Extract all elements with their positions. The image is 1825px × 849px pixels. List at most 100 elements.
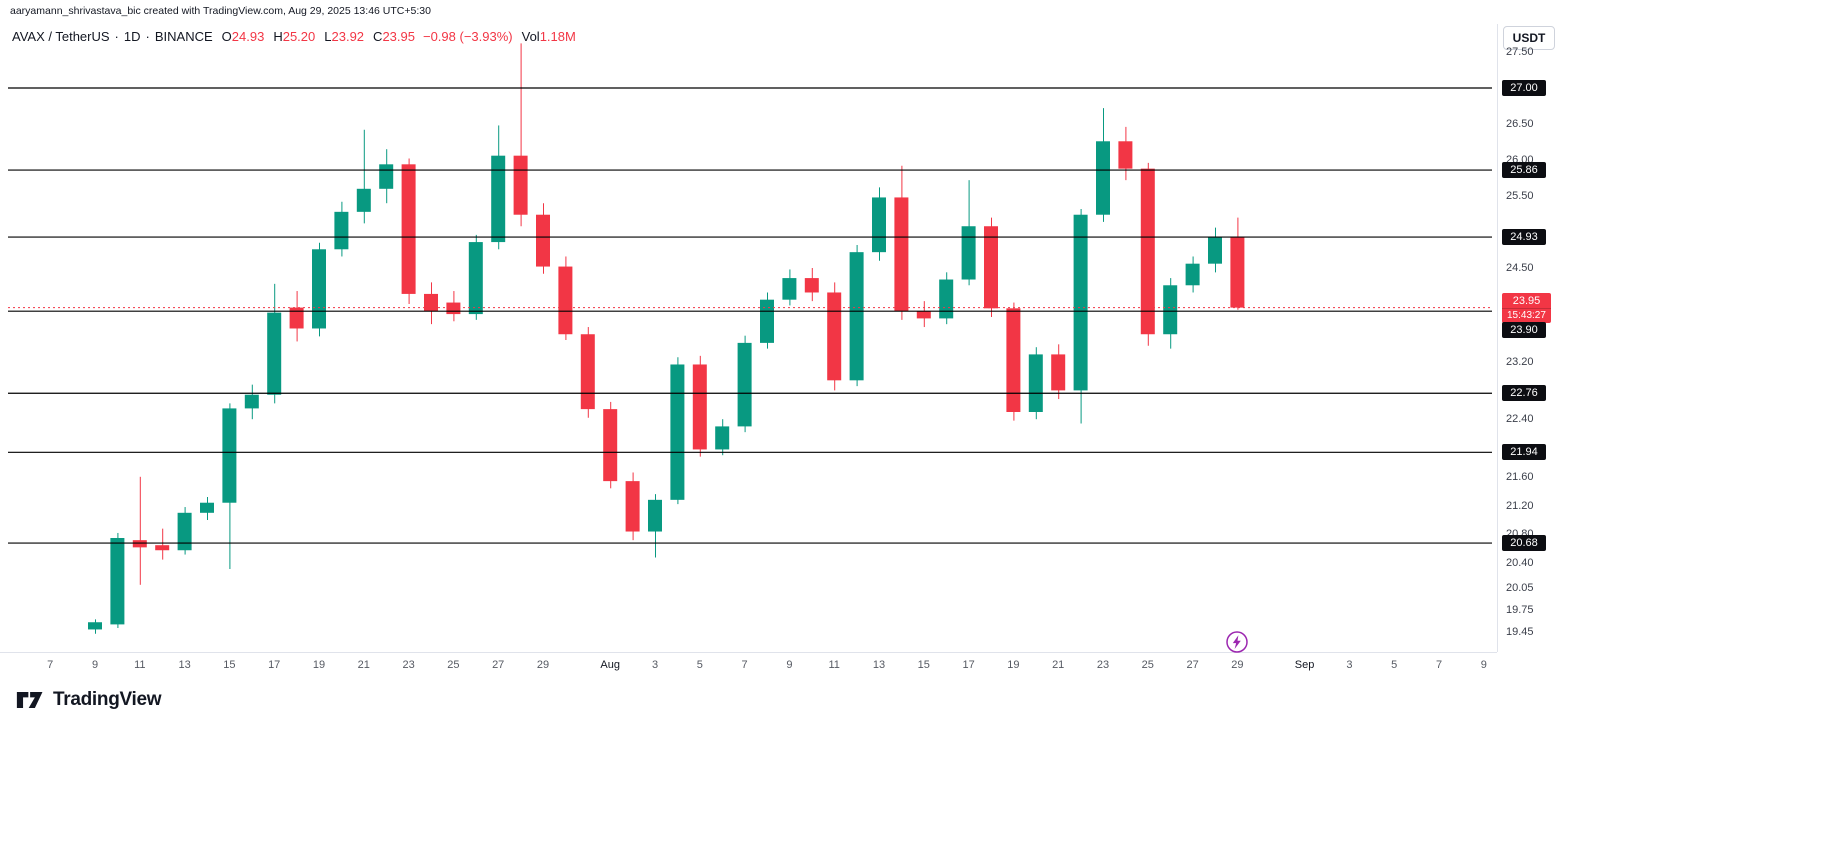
- time-axis-divider: [0, 652, 1497, 653]
- price-axis[interactable]: 27.50 26.50 26.00 25.50 24.50 23.20 22.40 21.60…: [1500, 0, 1562, 680]
- candle-body: [177, 512, 192, 551]
- tradingview-wordmark: TradingView: [53, 689, 162, 710]
- tradingview-logo-mark: [16, 692, 43, 708]
- candle-body: [289, 307, 304, 329]
- currency-toggle-button[interactable]: USDT: [1503, 26, 1555, 50]
- time-axis-label: 21: [357, 659, 370, 671]
- exchange-label: BINANCE: [154, 29, 213, 44]
- time-axis-label: 9: [1480, 659, 1487, 671]
- header-separator: ·: [145, 29, 150, 44]
- candle-body: [849, 252, 864, 381]
- lightning-icon[interactable]: [1225, 630, 1249, 654]
- price-axis-label: 25.50: [1506, 190, 1534, 202]
- attribution-text: aaryamann_shrivastava_bic created with T…: [10, 5, 431, 17]
- price-axis-label: 27.50: [1506, 46, 1534, 58]
- price-level-badge: 20.68: [1502, 535, 1546, 552]
- time-axis-label: 7: [741, 659, 748, 671]
- time-axis-label: 15: [917, 659, 930, 671]
- candle-body: [1073, 214, 1088, 391]
- ohlc-low: L23.92: [324, 29, 365, 44]
- time-axis-label: 15: [223, 659, 236, 671]
- candle-body: [894, 197, 909, 312]
- candle-body: [1185, 263, 1200, 286]
- time-axis-label: 3: [651, 659, 659, 671]
- ohlc-close: C23.95: [373, 29, 415, 44]
- price-change: −0.98 (−3.93%): [422, 29, 513, 44]
- candle-body: [961, 226, 976, 280]
- price-axis-label: 19.75: [1506, 604, 1534, 616]
- candle-body: [760, 299, 774, 343]
- candle-body: [670, 364, 685, 500]
- candle-body: [648, 499, 662, 532]
- time-axis-label: 23: [1096, 659, 1110, 671]
- time-axis-label: 7: [47, 659, 54, 671]
- time-axis-label: 5: [696, 659, 703, 671]
- candle-body: [446, 302, 461, 315]
- candle-body: [334, 211, 349, 250]
- candle-body: [312, 249, 326, 329]
- candle-body: [939, 279, 954, 319]
- candle-body: [1096, 141, 1110, 215]
- time-axis-label: 19: [312, 659, 326, 671]
- price-level-badge: 27.00: [1502, 80, 1546, 96]
- time-axis[interactable]: 7 9 11 13 15 17 19 21 23 25 27 29 Aug 3 5 7 9 11 13 15 17 19 2…: [0, 652, 1500, 680]
- candle-body: [984, 226, 998, 309]
- bar-countdown: 15:43:27: [1502, 307, 1551, 323]
- ohlc-high: H25.20: [273, 29, 316, 44]
- time-axis-label: 23: [402, 659, 415, 671]
- candlestick-canvas: [8, 43, 1492, 634]
- price-axis-label: 21.60: [1506, 470, 1534, 483]
- candle-body: [1208, 237, 1222, 264]
- price-level-badge: 23.90: [1502, 321, 1546, 338]
- time-axis-label: 19: [1007, 659, 1020, 671]
- time-axis-label: 11: [134, 659, 146, 671]
- price-level-badge: 25.86: [1502, 162, 1546, 179]
- current-price-badge: 23.95 15:43:27: [1502, 292, 1551, 323]
- candle-body: [379, 164, 394, 189]
- symbol-title[interactable]: AVAX / TetherUS: [12, 29, 110, 44]
- candle-body: [603, 409, 618, 482]
- price-axis-label: 20.05: [1506, 582, 1534, 595]
- candle-body: [356, 188, 371, 212]
- time-axis-label: 29: [536, 659, 550, 671]
- candle-body: [737, 342, 752, 427]
- candle-body: [536, 214, 550, 267]
- time-axis-label: 25: [1141, 659, 1154, 671]
- interval-label[interactable]: 1D: [123, 29, 141, 44]
- candle-body: [625, 481, 640, 532]
- chart-plot-area[interactable]: [0, 0, 1560, 680]
- time-axis-label: 27: [492, 659, 505, 671]
- time-axis-label: 11: [828, 659, 840, 671]
- candle-body: [468, 242, 483, 315]
- price-level-badge: 22.76: [1502, 385, 1546, 402]
- candle-body: [1163, 285, 1178, 335]
- time-axis-label: 13: [872, 659, 886, 671]
- ohlc-open: O24.93: [221, 29, 265, 44]
- candle-body: [200, 502, 214, 513]
- candle-body: [401, 164, 416, 294]
- price-axis-label: 26.50: [1506, 118, 1534, 130]
- time-axis-label: 17: [268, 659, 281, 671]
- price-axis-label: 24.50: [1506, 262, 1534, 274]
- time-axis-label: 5: [1391, 659, 1398, 671]
- time-axis-label: 21: [1052, 659, 1065, 671]
- candle-body: [244, 394, 259, 409]
- price-axis-label: 19.45: [1506, 625, 1534, 638]
- candle-body: [491, 155, 506, 243]
- time-axis-label: Sep: [1294, 659, 1315, 671]
- time-axis-label: 7: [1435, 659, 1443, 671]
- time-axis-label: 27: [1186, 659, 1199, 671]
- candle-body: [1006, 308, 1021, 412]
- time-axis-label: 25: [447, 659, 460, 671]
- candle-body: [267, 312, 282, 395]
- price-axis-label: 22.40: [1506, 413, 1534, 426]
- candle-body: [558, 266, 573, 335]
- time-axis-label: 9: [786, 659, 793, 671]
- time-axis-label: 17: [962, 659, 975, 671]
- tradingview-logo[interactable]: TradingView: [16, 688, 162, 712]
- candle-body: [782, 278, 797, 300]
- price-axis-label: 23.20: [1506, 355, 1534, 368]
- candle-body: [1051, 354, 1066, 391]
- candle-body: [1230, 237, 1245, 308]
- time-axis-label: 29: [1231, 659, 1244, 671]
